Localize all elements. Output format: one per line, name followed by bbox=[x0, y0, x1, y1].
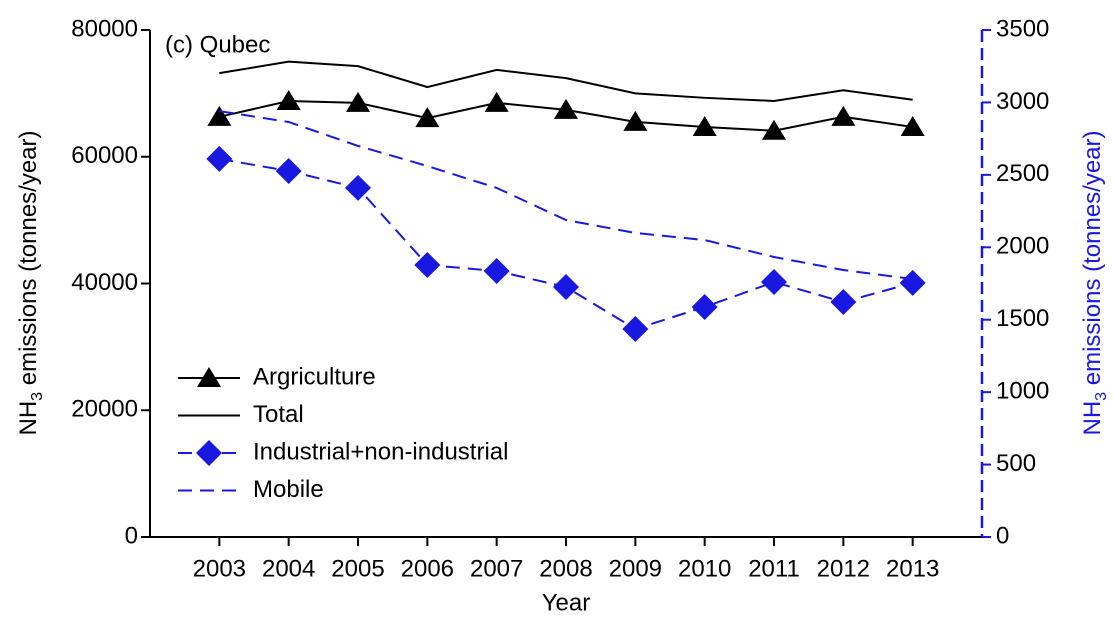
y-tick-label: 40000 bbox=[71, 269, 138, 296]
diamond-marker bbox=[414, 251, 441, 278]
triangle-marker bbox=[346, 91, 370, 112]
y2-tick-label: 2000 bbox=[996, 233, 1049, 260]
diamond-marker bbox=[196, 440, 222, 466]
y2-tick-label: 500 bbox=[996, 450, 1036, 477]
x-tick-label: 2008 bbox=[539, 555, 592, 582]
x-axis-title: Year bbox=[542, 589, 591, 616]
y-tick-label: 20000 bbox=[71, 396, 138, 423]
x-tick-label: 2013 bbox=[886, 555, 939, 582]
triangle-marker bbox=[900, 115, 925, 136]
diamond-marker bbox=[691, 293, 718, 320]
triangle-marker bbox=[623, 110, 648, 131]
series-line bbox=[219, 157, 913, 331]
x-tick-label: 2012 bbox=[817, 555, 870, 582]
diamond-marker bbox=[899, 269, 926, 296]
y-axis-title: NH3 emissions (tonnes/year) bbox=[15, 130, 46, 435]
triangle-marker bbox=[831, 105, 856, 126]
x-tick-label: 2003 bbox=[193, 555, 246, 582]
diamond-marker bbox=[275, 157, 302, 184]
annotation: (c) Qubec bbox=[165, 31, 270, 58]
diamond-marker bbox=[622, 315, 649, 342]
y2-tick-label: 1500 bbox=[996, 305, 1049, 332]
diamond-marker bbox=[761, 269, 787, 296]
y2-tick-label: 3000 bbox=[996, 88, 1049, 115]
legend-label: Mobile bbox=[253, 476, 324, 503]
triangle-marker bbox=[692, 115, 717, 136]
y2-axis-title: NH3 emissions (tonnes/year) bbox=[1079, 130, 1110, 435]
y-tick-label: 80000 bbox=[71, 15, 138, 42]
y2-tick-label: 3500 bbox=[996, 15, 1049, 42]
series-line bbox=[219, 60, 913, 102]
diamond-marker bbox=[830, 289, 857, 316]
x-tick-label: 2006 bbox=[401, 555, 454, 582]
y2-tick-label: 2500 bbox=[996, 160, 1049, 187]
y-tick-label: 60000 bbox=[71, 142, 138, 169]
x-tick-label: 2011 bbox=[748, 555, 800, 582]
y2-tick-label: 0 bbox=[996, 522, 1009, 549]
legend-label: Total bbox=[253, 401, 304, 428]
diamond-marker bbox=[345, 174, 371, 201]
triangle-marker bbox=[554, 98, 578, 119]
triangle-marker bbox=[762, 119, 786, 140]
diamond-marker bbox=[553, 273, 579, 300]
triangle-marker bbox=[484, 91, 509, 112]
legend-label: Industrial+non-industrial bbox=[253, 438, 508, 465]
diamond-marker bbox=[206, 145, 233, 172]
x-tick-label: 2004 bbox=[262, 555, 315, 582]
diamond-marker bbox=[483, 258, 510, 285]
y-tick-label: 0 bbox=[125, 522, 138, 549]
x-tick-label: 2009 bbox=[609, 555, 662, 582]
x-tick-label: 2005 bbox=[331, 555, 384, 582]
series-line bbox=[219, 110, 913, 281]
triangle-marker bbox=[197, 367, 221, 387]
triangle-marker bbox=[415, 107, 440, 128]
triangle-marker bbox=[207, 105, 232, 126]
legend-label: Argriculture bbox=[253, 363, 376, 390]
x-tick-label: 2007 bbox=[470, 555, 523, 582]
y2-tick-label: 1000 bbox=[996, 377, 1049, 404]
x-tick-label: 2010 bbox=[678, 555, 731, 582]
triangle-marker bbox=[276, 89, 301, 110]
